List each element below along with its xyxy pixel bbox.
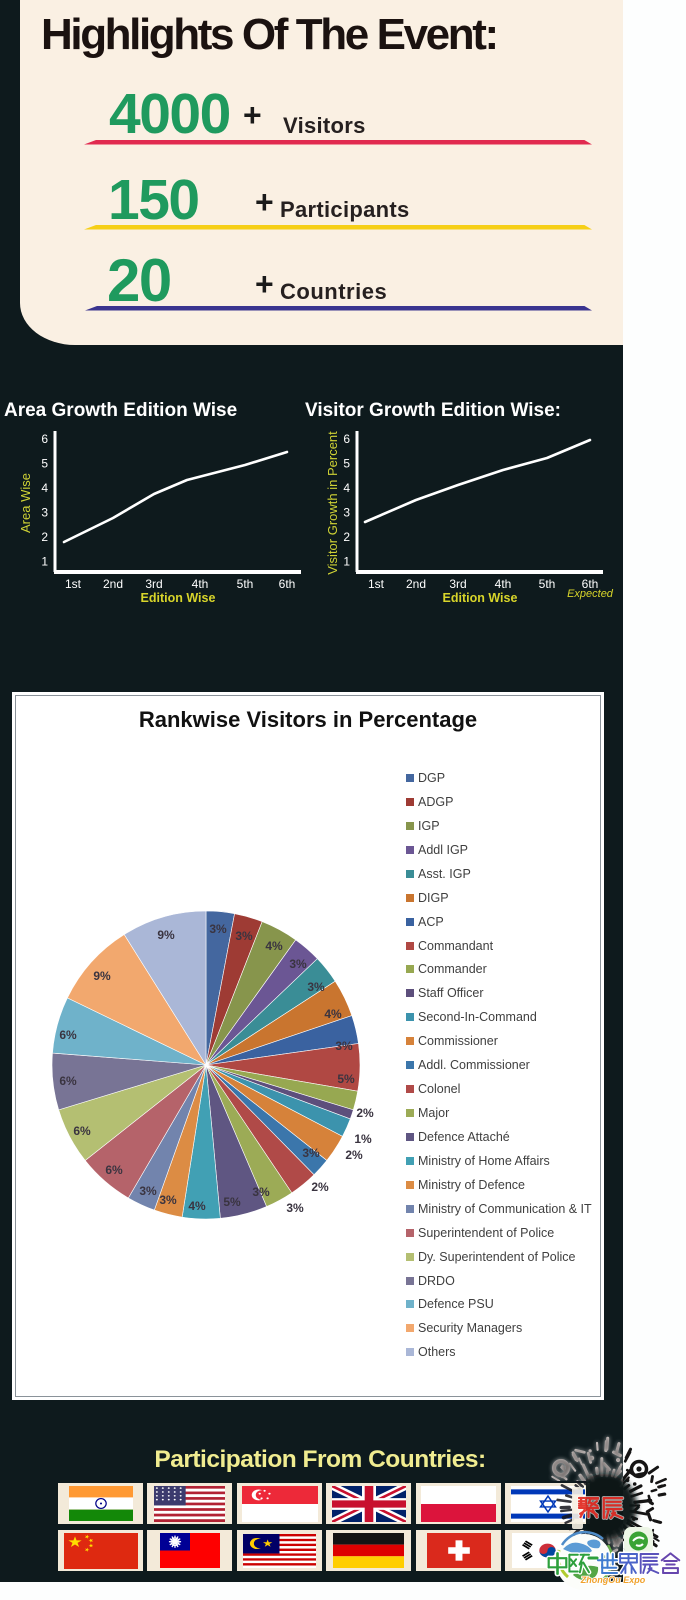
- svg-text:6%: 6%: [105, 1163, 123, 1177]
- svg-text:3: 3: [343, 506, 350, 520]
- svg-text:6th: 6th: [279, 577, 296, 591]
- svg-text:4%: 4%: [188, 1199, 206, 1213]
- svg-text:4%: 4%: [324, 1007, 342, 1021]
- svg-text:5th: 5th: [539, 577, 556, 591]
- svg-text:2%: 2%: [311, 1180, 329, 1194]
- svg-text:3%: 3%: [307, 980, 325, 994]
- svg-text:2%: 2%: [356, 1106, 374, 1120]
- svg-text:3%: 3%: [302, 1146, 320, 1160]
- svg-text:6: 6: [41, 432, 48, 446]
- svg-text:4: 4: [343, 481, 350, 495]
- svg-text:9%: 9%: [157, 928, 175, 942]
- svg-text:Visitor Growth in Percent: Visitor Growth in Percent: [325, 431, 340, 575]
- svg-text:Area Wise: Area Wise: [18, 473, 33, 533]
- svg-text:ZhongOu Expo: ZhongOu Expo: [580, 1575, 646, 1585]
- svg-text:3%: 3%: [159, 1193, 177, 1207]
- svg-text:5: 5: [343, 457, 350, 471]
- svg-text:9%: 9%: [93, 969, 111, 983]
- svg-text:4%: 4%: [265, 939, 283, 953]
- svg-text:5%: 5%: [337, 1072, 355, 1086]
- svg-text:6%: 6%: [59, 1028, 77, 1042]
- svg-text:Edition Wise: Edition Wise: [443, 591, 518, 605]
- svg-text:2nd: 2nd: [406, 577, 426, 591]
- svg-text:5: 5: [41, 457, 48, 471]
- svg-text:1st: 1st: [368, 577, 385, 591]
- svg-text:4th: 4th: [495, 577, 512, 591]
- svg-text:3%: 3%: [139, 1184, 157, 1198]
- svg-text:5%: 5%: [223, 1195, 241, 1209]
- svg-text:3rd: 3rd: [449, 577, 466, 591]
- svg-text:2nd: 2nd: [103, 577, 123, 591]
- svg-text:1: 1: [343, 555, 350, 569]
- svg-text:6%: 6%: [59, 1074, 77, 1088]
- svg-text:3%: 3%: [209, 922, 227, 936]
- svg-text:2%: 2%: [345, 1148, 363, 1162]
- svg-text:6: 6: [343, 432, 350, 446]
- svg-text:1: 1: [41, 555, 48, 569]
- svg-text:3%: 3%: [235, 929, 253, 943]
- svg-text:2: 2: [41, 530, 48, 544]
- svg-text:1%: 1%: [354, 1132, 372, 1146]
- svg-text:3%: 3%: [252, 1185, 270, 1199]
- svg-text:1st: 1st: [65, 577, 82, 591]
- svg-text:3: 3: [41, 506, 48, 520]
- svg-text:6%: 6%: [73, 1124, 91, 1138]
- svg-text:2: 2: [343, 530, 350, 544]
- svg-text:3%: 3%: [335, 1039, 353, 1053]
- svg-text:4: 4: [41, 481, 48, 495]
- svg-text:5th: 5th: [237, 577, 254, 591]
- svg-text:Expected: Expected: [567, 588, 614, 600]
- svg-text:6th: 6th: [582, 577, 599, 591]
- svg-text:3%: 3%: [289, 957, 307, 971]
- svg-text:3rd: 3rd: [145, 577, 162, 591]
- svg-text:Edition Wise: Edition Wise: [141, 591, 216, 605]
- svg-text:3%: 3%: [286, 1201, 304, 1215]
- svg-text:4th: 4th: [192, 577, 209, 591]
